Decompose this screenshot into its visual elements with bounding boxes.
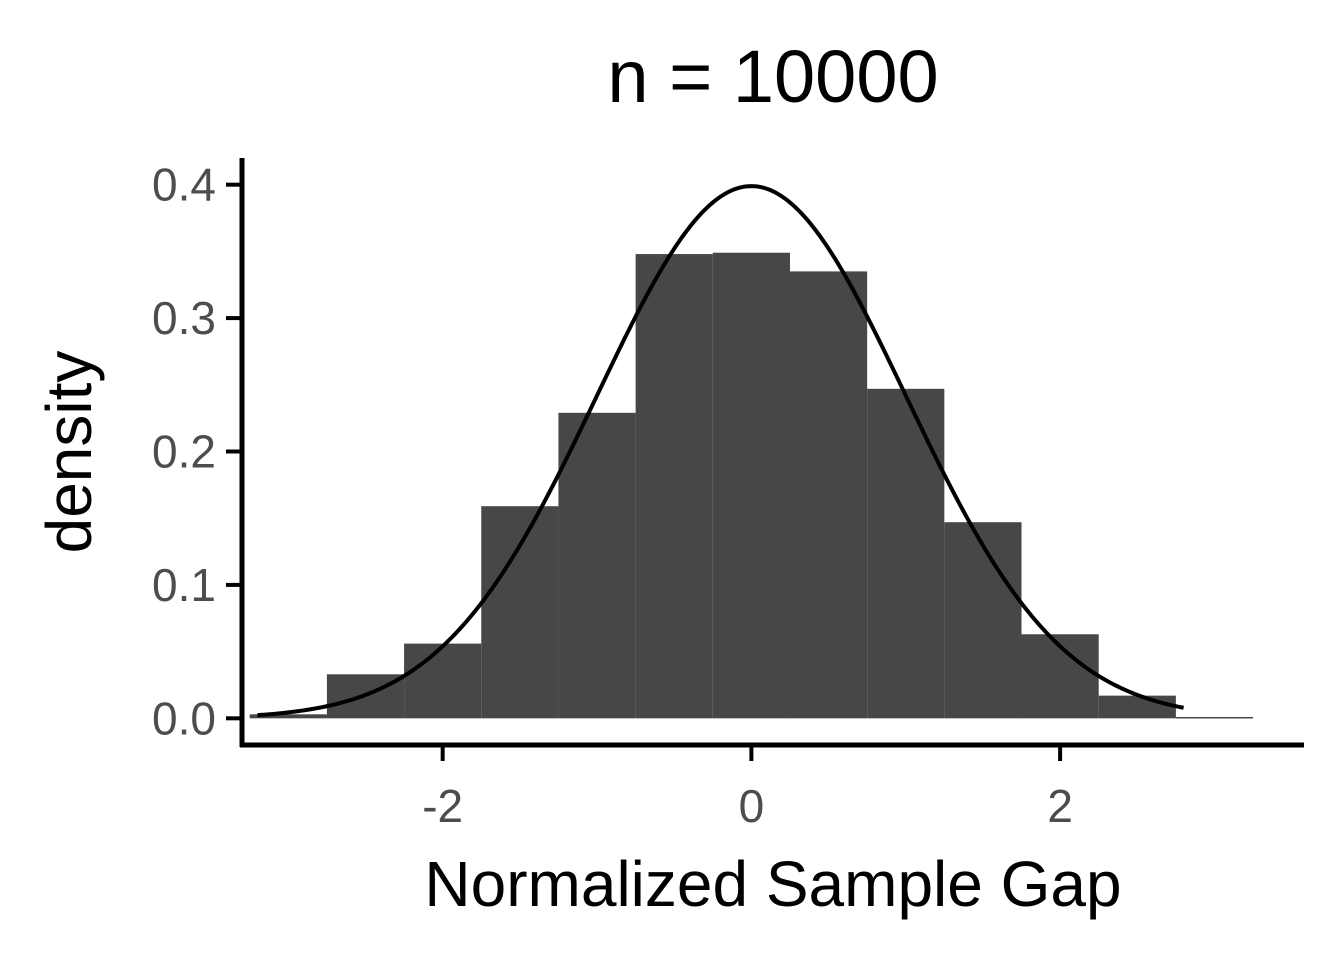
- y-tick-label: 0.3: [152, 292, 216, 344]
- histogram-bar: [789, 271, 868, 719]
- y-tick-label: 0.2: [152, 426, 216, 478]
- normal-density-curve: [257, 184, 1184, 718]
- x-tick-label: 2: [1047, 780, 1073, 832]
- y-tick-label: 0.0: [152, 692, 216, 744]
- x-tick-label: 0: [739, 780, 765, 832]
- histogram-bar: [404, 643, 482, 719]
- histogram-bar: [249, 714, 327, 719]
- histogram-bars: [249, 252, 1254, 719]
- histogram-bar: [558, 412, 636, 719]
- x-axis-title: Normalized Sample Gap: [424, 848, 1121, 920]
- chart-title: n = 10000: [607, 35, 938, 118]
- histogram-bar: [867, 388, 945, 719]
- y-axis-title: density: [33, 351, 105, 554]
- y-tick-label: 0.4: [152, 159, 216, 211]
- x-tick-label: -2: [422, 780, 463, 832]
- histogram-bar: [1098, 695, 1176, 719]
- histogram-bar: [481, 506, 559, 719]
- normal-curve-layer: [257, 184, 1184, 718]
- histogram-bar: [712, 252, 790, 719]
- y-tick-label: 0.1: [152, 559, 216, 611]
- histogram-bar: [944, 522, 1022, 719]
- histogram-bar: [1175, 716, 1254, 719]
- histogram-bar: [635, 254, 713, 719]
- axes: 0.0 0.1 0.2 0.3 0.4 -2 0 2: [152, 158, 1304, 832]
